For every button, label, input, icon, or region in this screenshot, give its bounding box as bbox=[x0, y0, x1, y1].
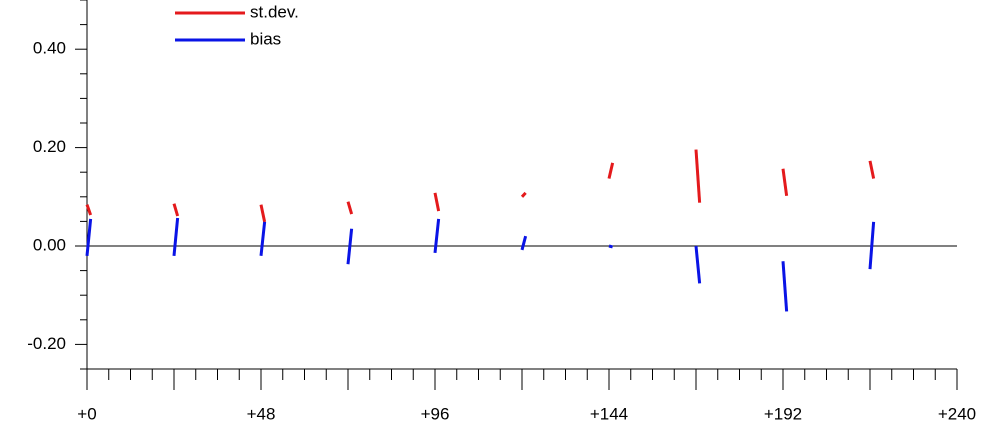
series-segment bbox=[172, 217, 180, 256]
series-segment bbox=[346, 201, 354, 215]
series-segment bbox=[694, 149, 702, 203]
x-tick-label: +96 bbox=[421, 404, 450, 423]
y-tick-label: 0.40 bbox=[33, 39, 66, 58]
series-segment bbox=[607, 162, 615, 179]
series-segment bbox=[85, 204, 93, 216]
series-segment bbox=[259, 204, 267, 223]
series-segment bbox=[85, 218, 93, 256]
x-tick-label: +144 bbox=[590, 404, 628, 423]
series-segment bbox=[694, 245, 702, 284]
y-tick-label: 0.20 bbox=[33, 137, 66, 156]
y-tick-label: -0.20 bbox=[27, 334, 66, 353]
series-segment bbox=[520, 191, 527, 198]
series-segment bbox=[172, 203, 180, 217]
series-segment bbox=[433, 218, 441, 254]
series-segment bbox=[608, 244, 614, 249]
legend-label: bias bbox=[250, 29, 281, 48]
series-segment bbox=[520, 235, 528, 251]
series-segment bbox=[781, 261, 789, 312]
series-segment bbox=[259, 221, 267, 256]
series-segment bbox=[868, 221, 876, 270]
series-segment bbox=[346, 228, 354, 265]
series-segment bbox=[781, 168, 789, 197]
x-tick-label: +240 bbox=[938, 404, 976, 423]
x-tick-label: +0 bbox=[77, 404, 96, 423]
x-tick-label: +192 bbox=[764, 404, 802, 423]
x-tick-label: +48 bbox=[247, 404, 276, 423]
series-segment bbox=[868, 160, 876, 179]
series-segment bbox=[433, 192, 441, 212]
legend-label: st.dev. bbox=[250, 2, 299, 21]
y-tick-label: 0.00 bbox=[33, 235, 66, 254]
